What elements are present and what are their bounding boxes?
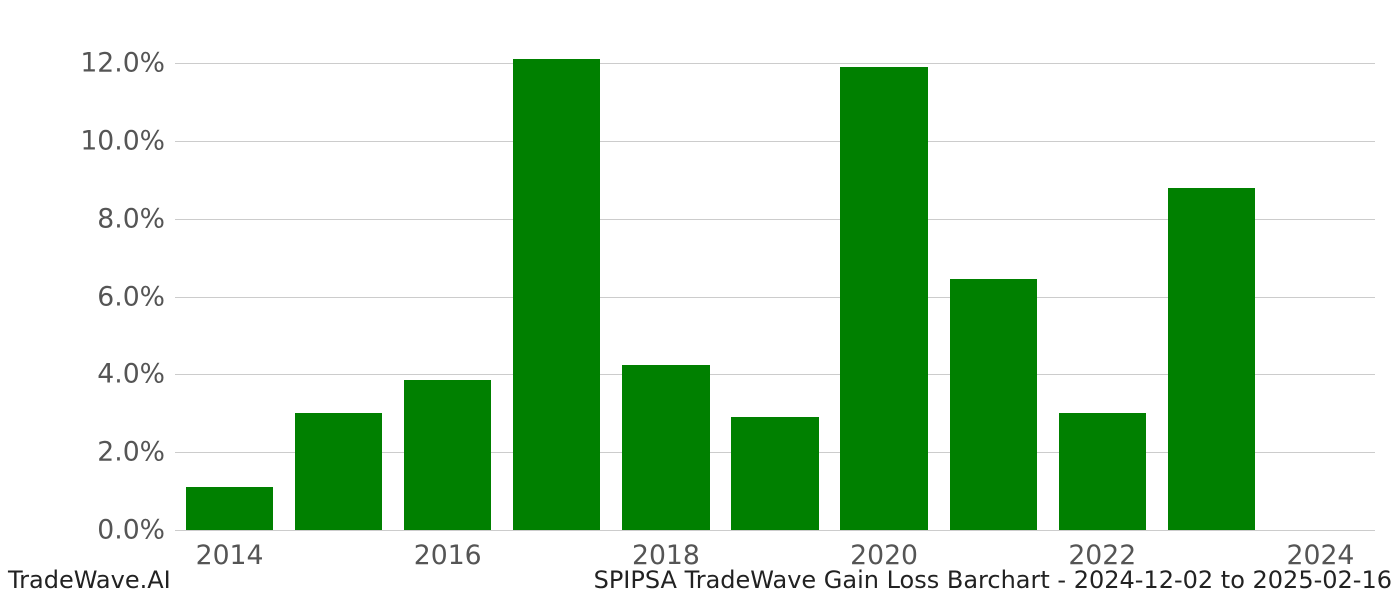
bar [622, 365, 709, 530]
y-tick-label: 0.0% [97, 515, 175, 546]
bar [731, 417, 818, 530]
gridline [175, 530, 1375, 531]
y-tick-label: 10.0% [80, 126, 175, 157]
bar [950, 279, 1037, 530]
y-tick-label: 4.0% [97, 359, 175, 390]
bar [1059, 413, 1146, 530]
gridline [175, 63, 1375, 64]
x-tick-label: 2018 [632, 530, 700, 571]
x-tick-label: 2022 [1068, 530, 1136, 571]
gridline [175, 141, 1375, 142]
bar [186, 487, 273, 530]
bar [295, 413, 382, 530]
chart-container: 0.0% 2.0% 4.0% 6.0% 8.0% 10.0% 12.0% 2014 2016 20… [0, 0, 1400, 600]
y-tick-label: 2.0% [97, 437, 175, 468]
bar [840, 67, 927, 530]
x-tick-label: 2020 [850, 530, 918, 571]
plot-area: 0.0%2.0%4.0%6.0%8.0%10.0%12.0%2014201620… [175, 40, 1375, 530]
footer-left-text: TradeWave.AI [8, 566, 171, 594]
bar [1168, 188, 1255, 530]
x-tick-label: 2014 [196, 530, 264, 571]
y-tick-label: 6.0% [97, 281, 175, 312]
y-tick-label: 8.0% [97, 203, 175, 234]
x-tick-label: 2024 [1287, 530, 1355, 571]
x-tick-label: 2016 [414, 530, 482, 571]
footer-right-text: SPIPSA TradeWave Gain Loss Barchart - 20… [594, 566, 1392, 594]
y-tick-label: 12.0% [80, 48, 175, 79]
bar [404, 380, 491, 530]
bar [513, 59, 600, 530]
